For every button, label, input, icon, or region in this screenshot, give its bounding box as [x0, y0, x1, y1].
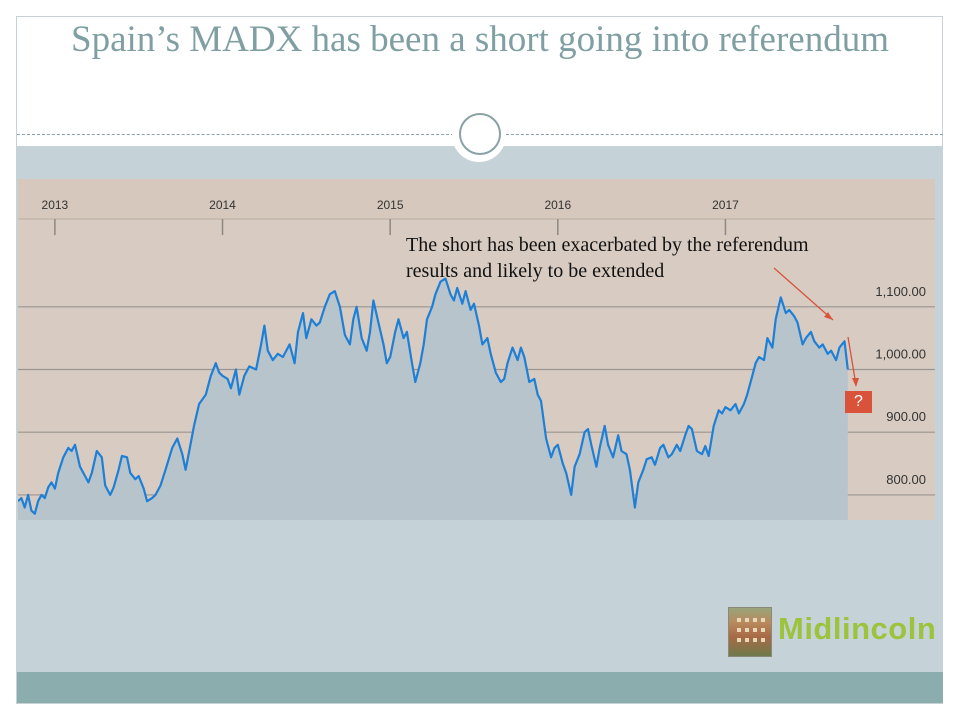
- footer-bar: [17, 672, 943, 703]
- series-area: [18, 278, 848, 520]
- midlincoln-logo: Midlincoln: [728, 607, 940, 659]
- madx-chart: 2013 2014 2015 2016 2017 800.00 900.00 1,000.0…: [18, 179, 935, 520]
- y-tick-label-800.00: 800.00: [886, 472, 926, 487]
- x-tick-label-2017: 2017: [712, 198, 739, 212]
- x-tick-label-2014: 2014: [209, 198, 236, 212]
- divider-circle-ring: [459, 113, 501, 155]
- y-tick-labels: 800.00 900.00 1,000.00 1,100.00: [875, 284, 926, 487]
- annotation-arrows: [773, 267, 859, 387]
- x-tick-label-2015: 2015: [377, 198, 404, 212]
- arrow-to-question-head: [852, 378, 859, 387]
- series-line: [18, 277, 849, 515]
- x-axis-band: [18, 179, 935, 219]
- slide-title: Spain’s MADX has been a short going into…: [71, 19, 889, 60]
- arrow-to-peak-head: [824, 312, 833, 320]
- x-ticks: 2013 2014 2015 2016 2017: [42, 198, 739, 235]
- x-tick-label-2013: 2013: [42, 198, 69, 212]
- annotation-text: The short has been exacerbated by the re…: [406, 234, 809, 282]
- y-tick-label-1,000.00: 1,000.00: [875, 347, 926, 362]
- question-mark-box: ?: [845, 391, 872, 413]
- y-tick-label-1,100.00: 1,100.00: [875, 284, 926, 299]
- x-tick-label-2016: 2016: [544, 198, 571, 212]
- building-icon: [728, 607, 772, 657]
- y-tick-label-900.00: 900.00: [886, 409, 926, 424]
- arrow-to-question: [847, 336, 857, 386]
- arrow-to-peak: [773, 267, 834, 321]
- logo-text: Midlincoln: [778, 611, 937, 646]
